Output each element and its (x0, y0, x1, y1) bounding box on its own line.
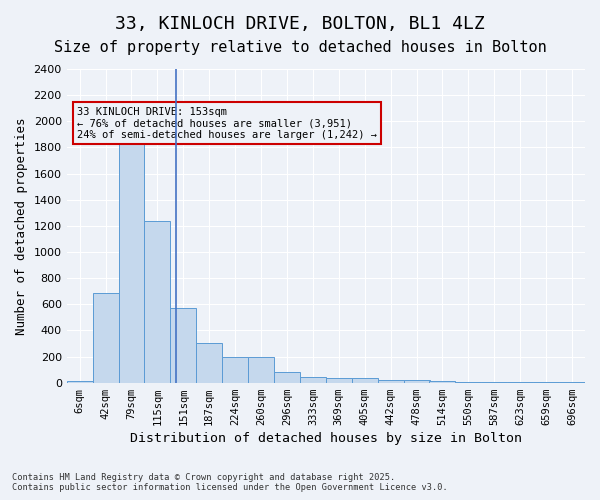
Y-axis label: Number of detached properties: Number of detached properties (15, 117, 28, 334)
Bar (377, 380, 404, 382)
Bar (92, 292, 119, 382)
Bar (300, 377, 326, 382)
Bar (326, 378, 352, 382)
Bar (222, 356, 248, 382)
Bar (274, 372, 300, 382)
Text: Size of property relative to detached houses in Bolton: Size of property relative to detached ho… (53, 40, 547, 55)
Bar (170, 308, 196, 382)
Bar (248, 356, 274, 382)
Bar (352, 378, 377, 382)
Bar (119, 126, 145, 382)
Text: 33 KINLOCH DRIVE: 153sqm
← 76% of detached houses are smaller (3,951)
24% of sem: 33 KINLOCH DRIVE: 153sqm ← 76% of detach… (77, 106, 377, 140)
X-axis label: Distribution of detached houses by size in Bolton: Distribution of detached houses by size … (130, 432, 522, 445)
Bar (404, 380, 430, 382)
Bar (67, 380, 92, 382)
Bar (145, 220, 170, 382)
Text: Contains HM Land Registry data © Crown copyright and database right 2025.
Contai: Contains HM Land Registry data © Crown c… (12, 473, 448, 492)
Bar (196, 343, 222, 382)
Text: 33, KINLOCH DRIVE, BOLTON, BL1 4LZ: 33, KINLOCH DRIVE, BOLTON, BL1 4LZ (115, 15, 485, 33)
